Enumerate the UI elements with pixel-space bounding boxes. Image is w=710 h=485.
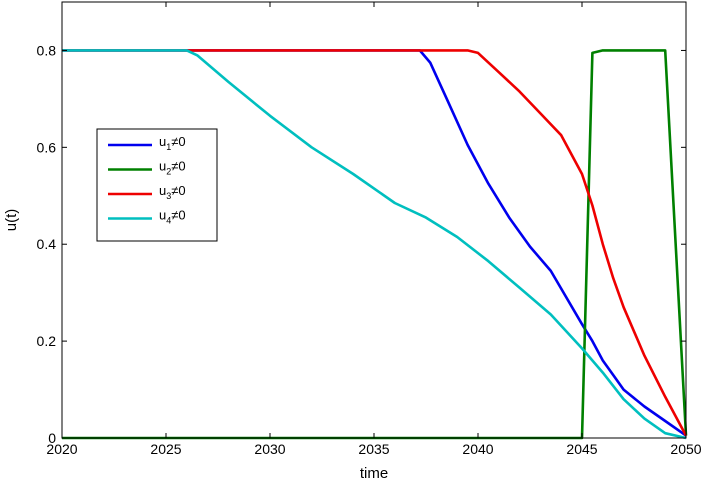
x-tick-label: 2050 (670, 441, 701, 457)
legend-label-u1: u1≠0 (159, 134, 186, 152)
legend-box (96, 128, 218, 242)
series-lines (62, 49, 688, 440)
y-tick-label: 0.6 (37, 139, 57, 155)
legend-label-u4: u4≠0 (159, 208, 186, 226)
x-tick-label: 2020 (46, 441, 77, 457)
series-line-u3 (62, 49, 688, 437)
x-tick-label: 2030 (254, 441, 285, 457)
series-line-u4 (62, 49, 687, 440)
y-axis: 0 0.2 0.4 0.6 0.8 (37, 42, 686, 446)
x-axis: 2020 2025 2030 2035 2040 2045 2050 (46, 2, 702, 457)
y-tick-label: 0.2 (37, 333, 57, 349)
series-line-u2 (62, 49, 688, 440)
x-tick-label: 2040 (462, 441, 493, 457)
x-tick-label: 2045 (566, 441, 597, 457)
legend-label-u2: u2≠0 (159, 159, 186, 177)
y-tick-label: 0.8 (37, 42, 57, 58)
legend: u1≠0 u2≠0 u3≠0 u4≠0 (96, 128, 218, 242)
x-tick-label: 2025 (150, 441, 181, 457)
x-axis-label: time (360, 465, 388, 482)
x-tick-label: 2035 (358, 441, 389, 457)
y-tick-label: 0.4 (37, 236, 57, 252)
series-line-u1 (62, 49, 687, 437)
y-tick-label: 0 (48, 430, 56, 446)
y-axis-label: u(t) (3, 209, 20, 232)
legend-label-u3: u3≠0 (159, 183, 186, 201)
